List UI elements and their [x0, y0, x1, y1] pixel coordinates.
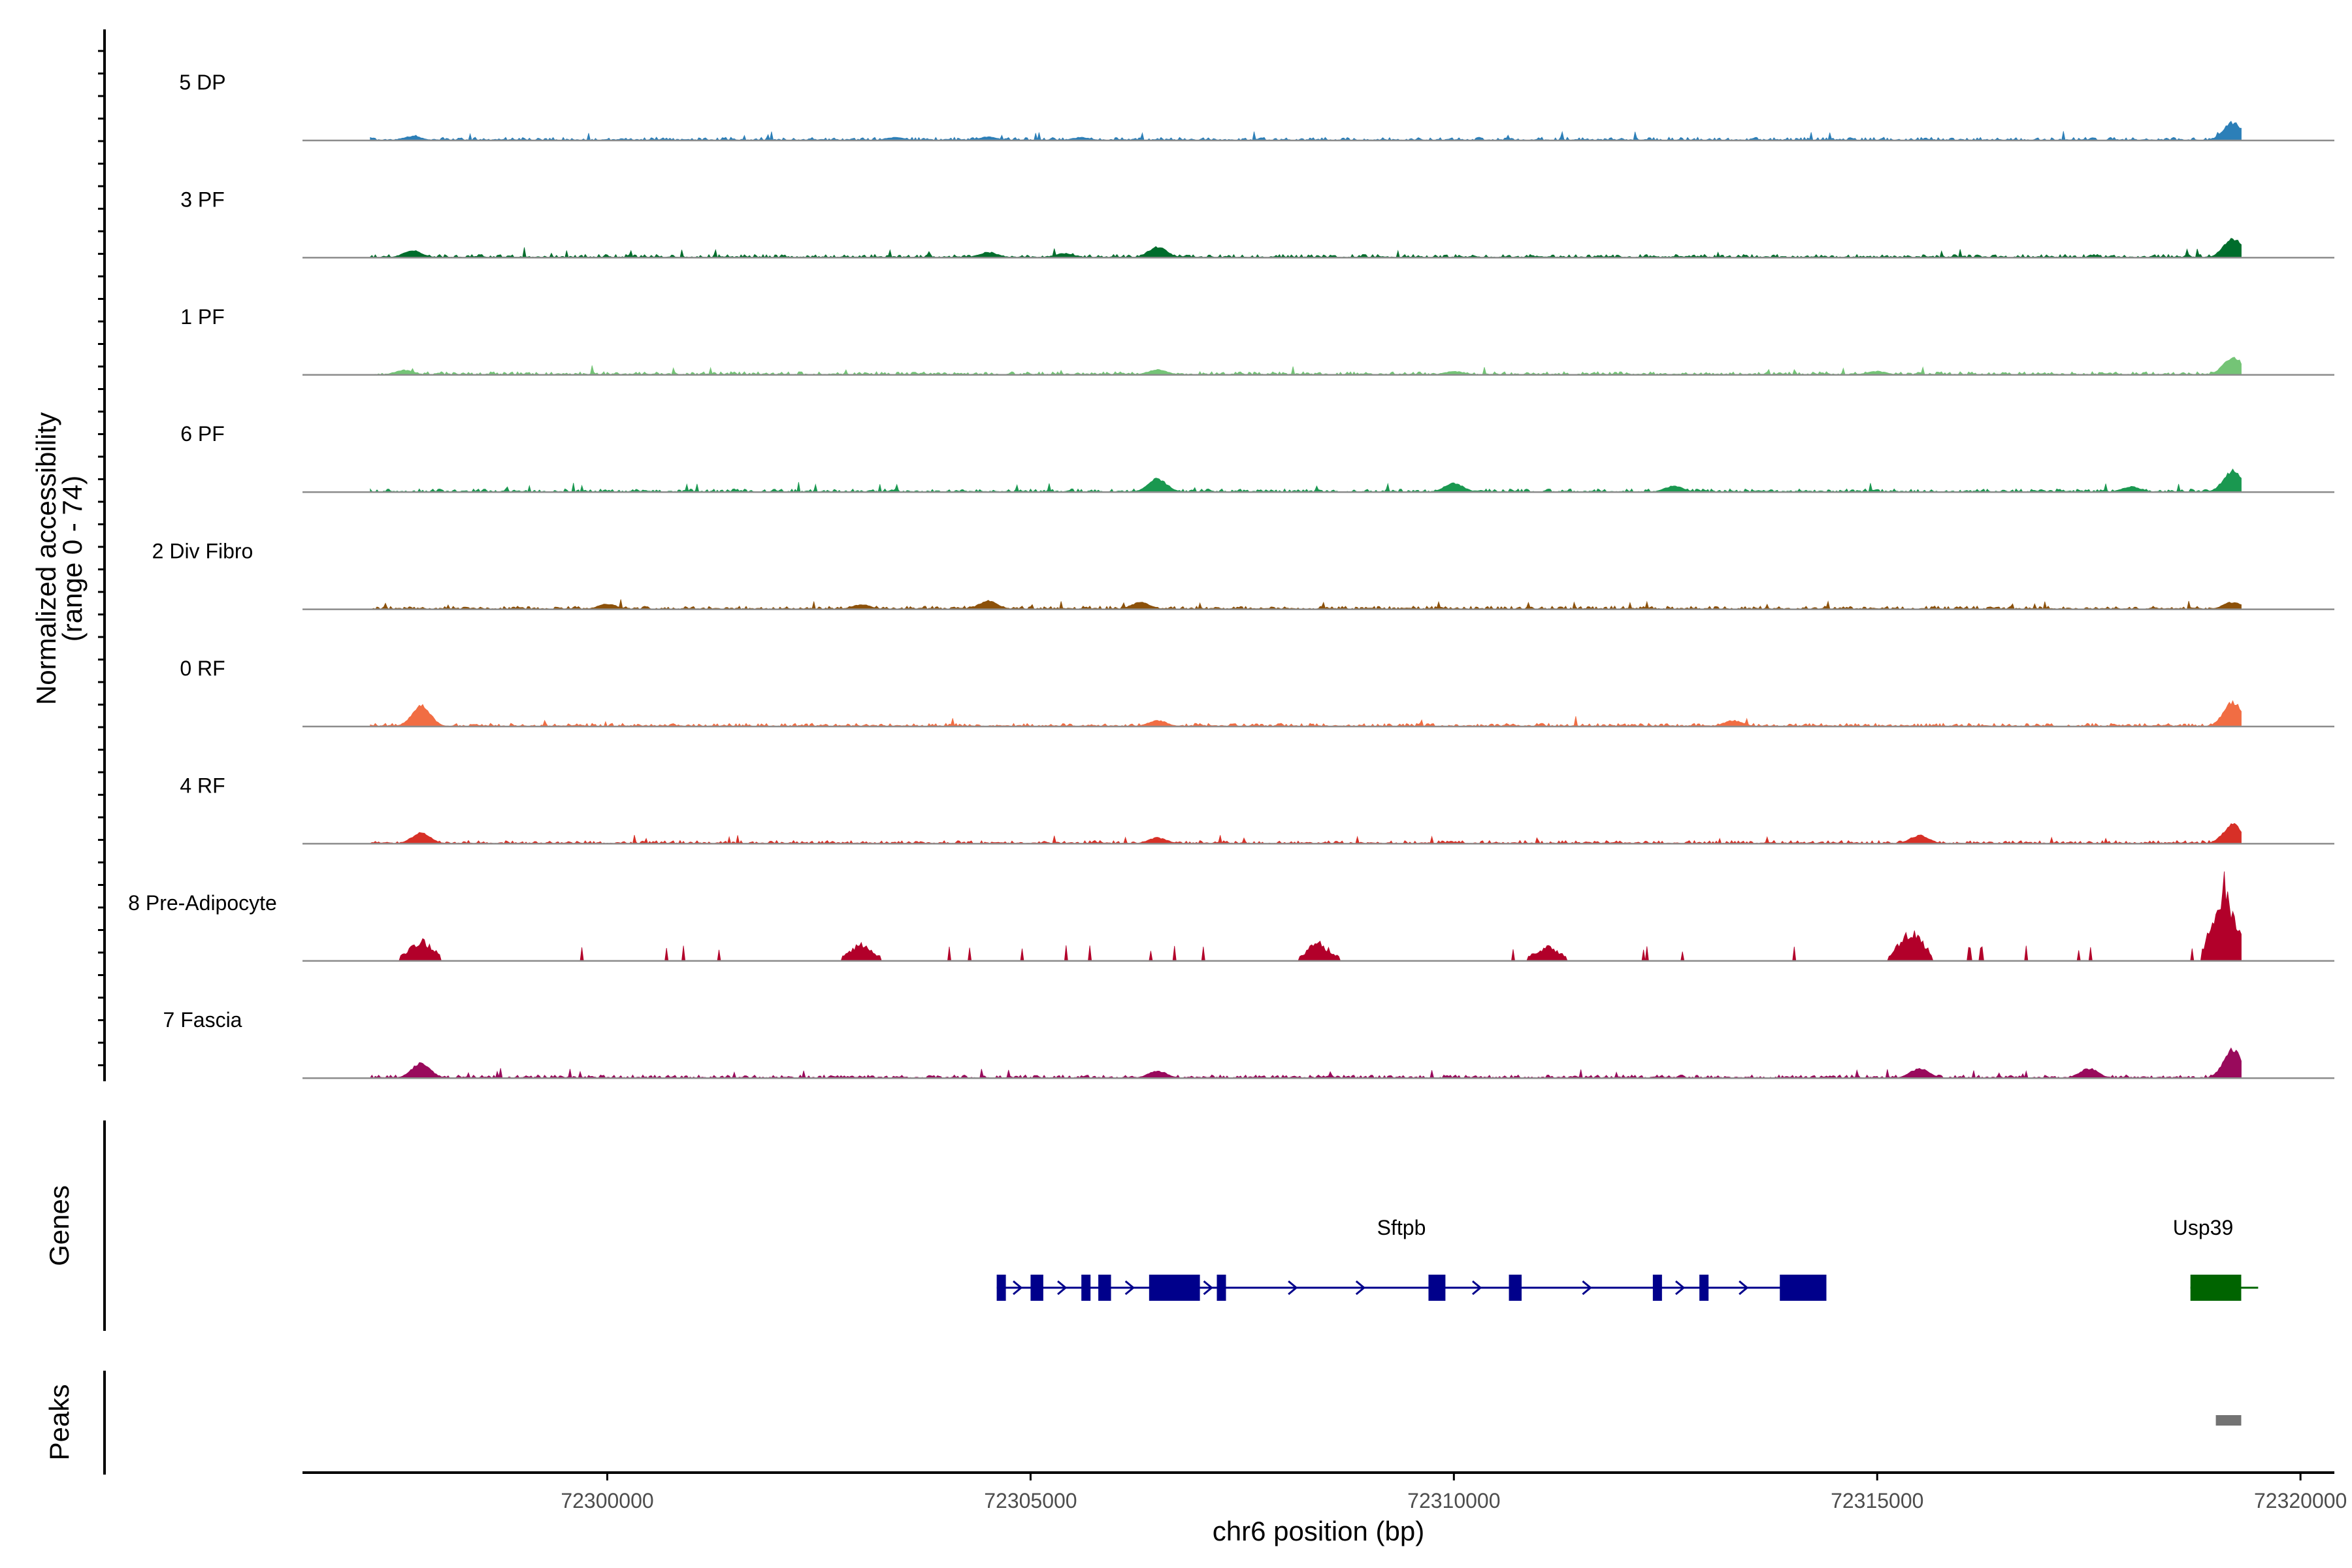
y-axis-title-line2: (range 0 - 74) — [57, 476, 88, 642]
strand-arrow — [1124, 1280, 1135, 1296]
y-axis-coverage — [98, 29, 106, 1081]
x-tick-label: 72310000 — [1407, 1489, 1500, 1512]
track-label: 2 Div Fibro — [152, 540, 253, 563]
gene-usp39: Usp39 — [2173, 1216, 2259, 1301]
gene-name: Sftpb — [1377, 1216, 1426, 1239]
peak-region — [2215, 1415, 2242, 1426]
coverage-area — [370, 238, 2242, 259]
coverage-area — [370, 120, 2242, 141]
track-2-div-fibro: 2 Div Fibro — [152, 540, 2334, 610]
x-tick-label: 72300000 — [561, 1489, 653, 1512]
strand-arrow — [1582, 1280, 1592, 1296]
track-6-pf: 6 PF — [180, 422, 2334, 493]
exon — [1098, 1275, 1111, 1301]
strand-arrow — [1057, 1280, 1068, 1296]
gene-sftpb: Sftpb — [996, 1216, 1827, 1301]
exon — [1652, 1275, 1662, 1301]
track-label: 8 Pre-Adipocyte — [128, 891, 277, 915]
exon — [1509, 1275, 1522, 1301]
track-label: 1 PF — [180, 305, 225, 329]
track-label: 4 RF — [180, 774, 225, 797]
exon — [2190, 1275, 2242, 1301]
exon — [1081, 1275, 1091, 1301]
strand-arrow — [1675, 1280, 1686, 1296]
x-axis-title: chr6 position (bp) — [1213, 1516, 1425, 1546]
track-0-rf: 0 RF — [180, 657, 2334, 728]
track-label: 7 Fascia — [163, 1008, 242, 1032]
strand-arrow — [1739, 1280, 1749, 1296]
strand-arrow — [1288, 1280, 1298, 1296]
exon — [996, 1275, 1006, 1301]
track-label: 3 PF — [180, 188, 225, 211]
track-1-pf: 1 PF — [180, 305, 2334, 376]
y-axis-title-line1: Normalized accessibility — [31, 412, 61, 705]
exon — [1217, 1275, 1226, 1301]
exon — [1780, 1275, 1827, 1301]
gene-annotation-track: Sftpb Usp39 — [996, 1216, 2259, 1301]
x-axis: 72300000 72305000 72310000 72315000 72320000 — [302, 1471, 2347, 1512]
track-label: 6 PF — [180, 422, 225, 446]
strand-arrow — [1472, 1280, 1482, 1296]
track-label: 5 DP — [179, 71, 225, 94]
coverage-area — [370, 871, 2242, 962]
track-3-pf: 3 PF — [180, 188, 2334, 259]
strand-arrow — [1203, 1280, 1213, 1296]
x-tick-label: 72305000 — [984, 1489, 1077, 1512]
x-tick-label: 72315000 — [1831, 1489, 1923, 1512]
strand-arrow — [1013, 1280, 1023, 1296]
coverage-area — [370, 1047, 2242, 1079]
track-label: 0 RF — [180, 657, 225, 680]
coverage-area — [370, 599, 2242, 610]
coverage-tracks: 5 DP 3 PF 1 PF 6 PF 2 Div Fibro 0 RF 4 RF 8 Pre… — [128, 71, 2334, 1079]
peak-region-track — [2215, 1415, 2242, 1426]
genes-panel-label: Genes — [44, 1185, 74, 1266]
coverage-area — [370, 468, 2242, 493]
exon — [1149, 1275, 1200, 1301]
strand-arrow — [1355, 1280, 1366, 1296]
x-tick-label: 72320000 — [2254, 1489, 2347, 1512]
coverage-area — [370, 700, 2242, 727]
track-5-dp: 5 DP — [179, 71, 2334, 142]
exon — [1699, 1275, 1709, 1301]
coverage-area — [370, 357, 2242, 376]
exon — [1030, 1275, 1043, 1301]
peaks-panel-label: Peaks — [44, 1384, 74, 1461]
exon — [1428, 1275, 1446, 1301]
track-8-pre-adipocyte: 8 Pre-Adipocyte — [128, 871, 2334, 962]
track-4-rf: 4 RF — [180, 774, 2334, 845]
gene-name: Usp39 — [2173, 1216, 2234, 1239]
track-7-fascia: 7 Fascia — [163, 1008, 2334, 1079]
coverage-area — [370, 823, 2242, 845]
